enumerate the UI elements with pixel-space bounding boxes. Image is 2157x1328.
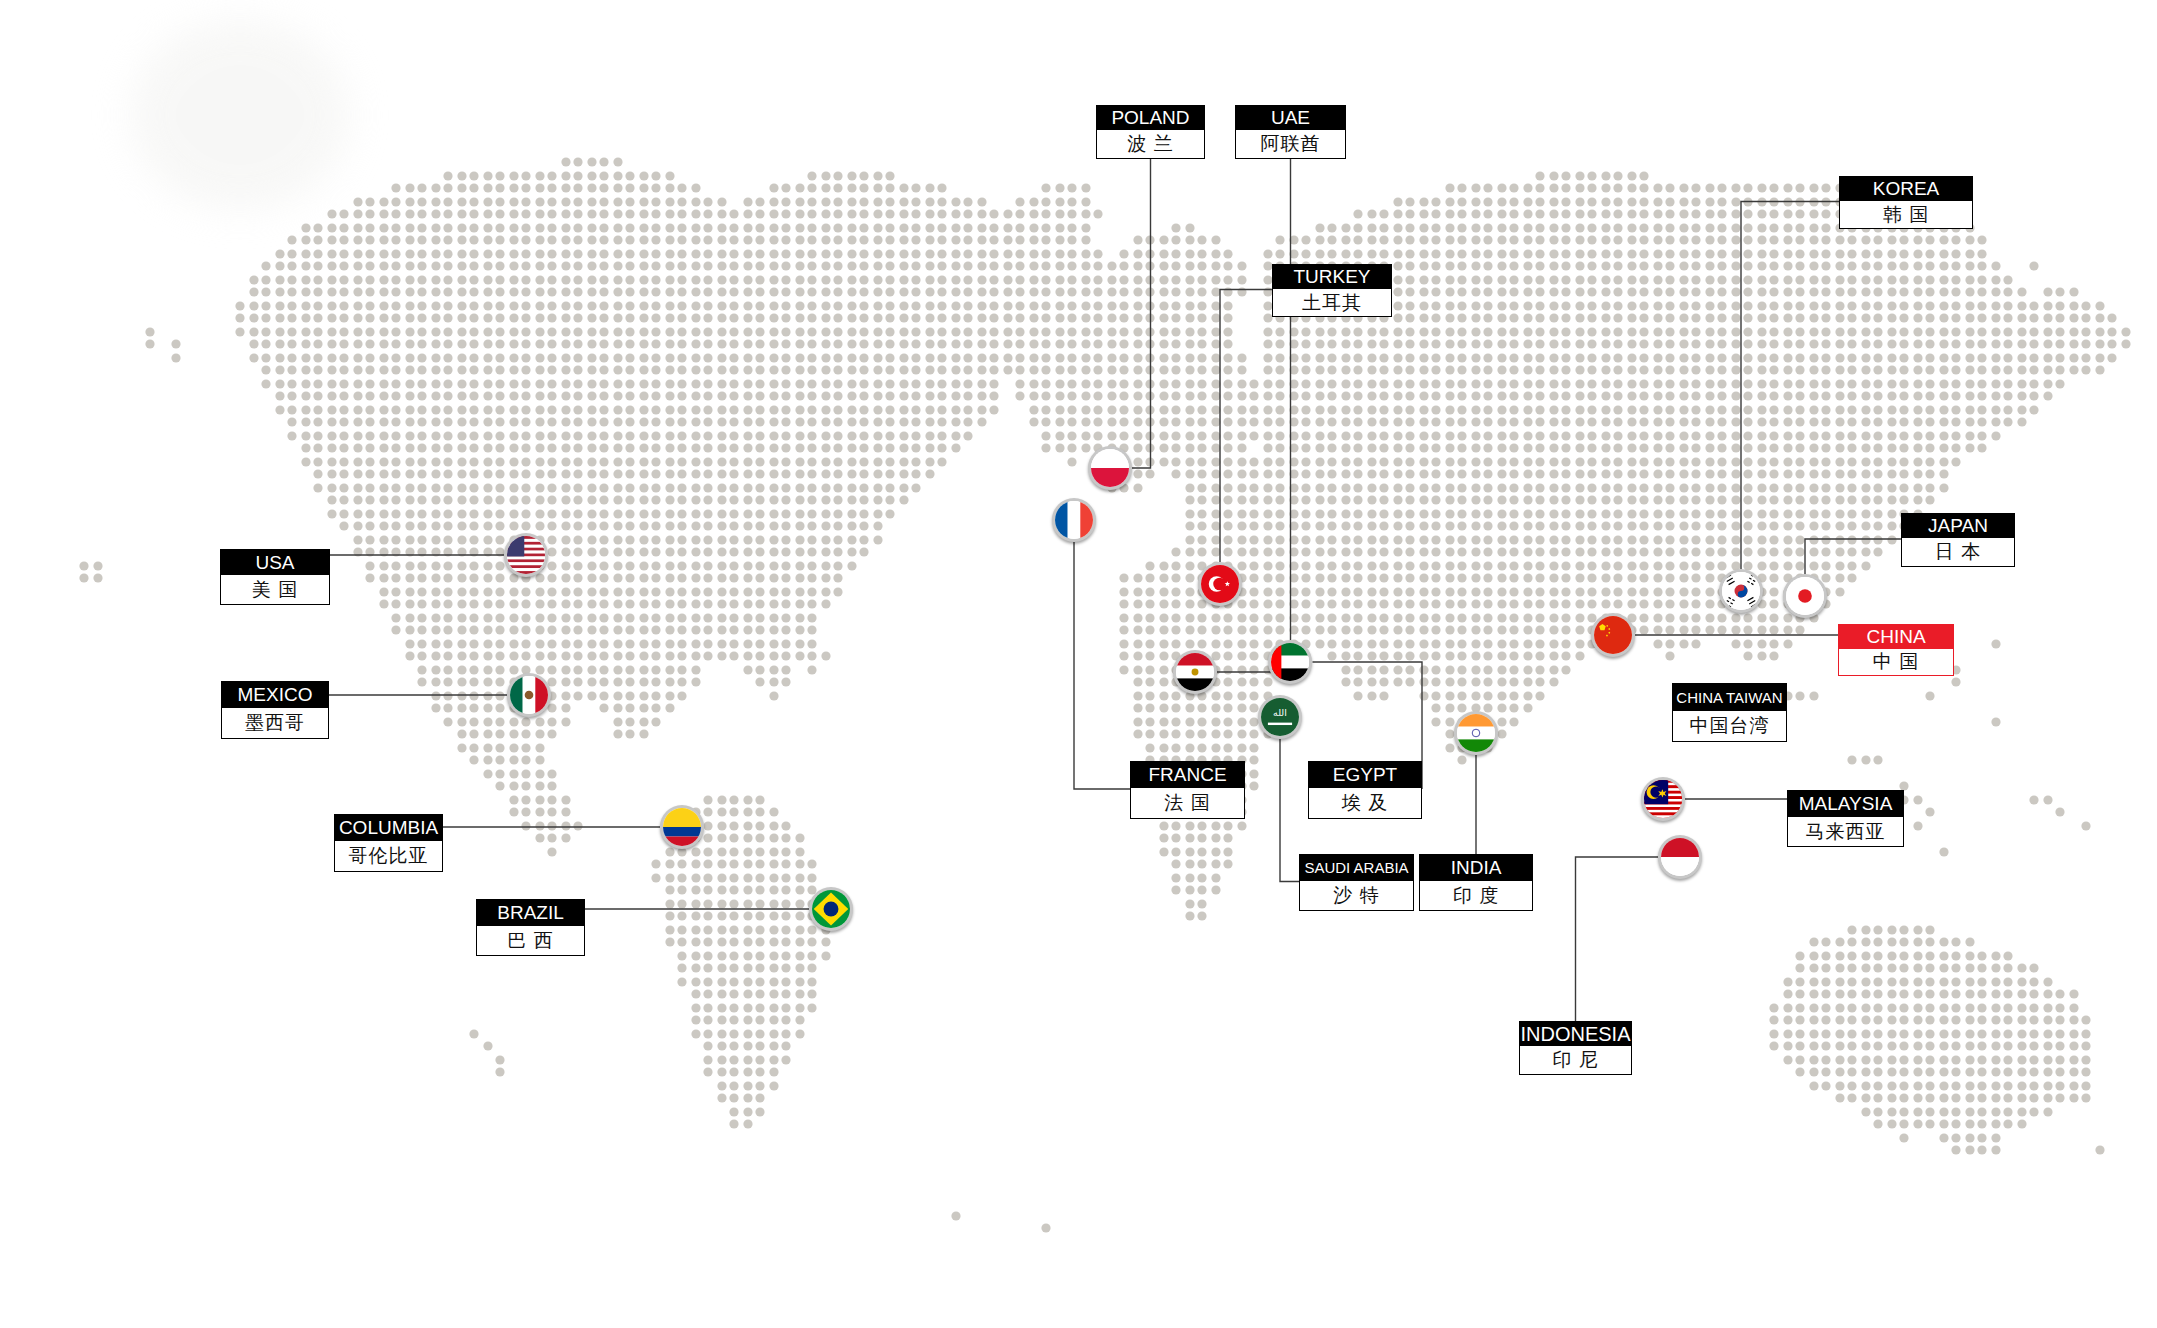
svg-text:الله: الله — [1273, 707, 1287, 718]
